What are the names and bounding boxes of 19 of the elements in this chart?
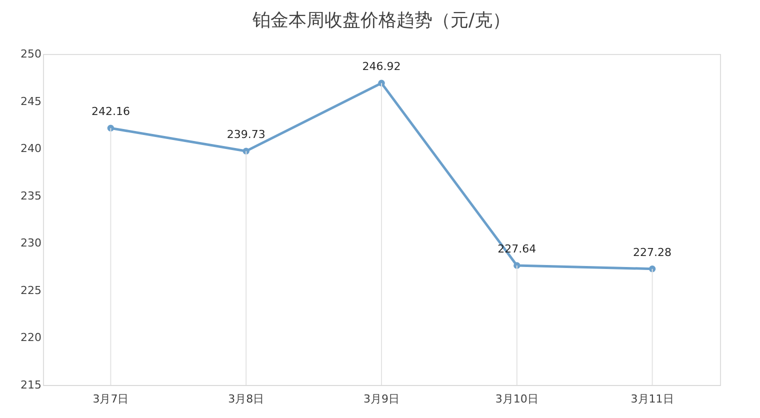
chart-title: 铂金本周收盘价格趋势（元/克）	[251, 10, 511, 31]
y-tick-label: 235	[20, 189, 42, 202]
x-tick-label: 3月10日	[495, 392, 538, 406]
y-tick-label: 245	[20, 94, 42, 108]
y-tick-label: 220	[20, 331, 42, 344]
y-tick-label: 240	[20, 142, 42, 156]
x-tick-label: 3月7日	[92, 392, 129, 406]
y-tick-label: 215	[20, 378, 42, 392]
data-label: 239.73	[226, 128, 266, 142]
data-label: 242.16	[91, 105, 130, 118]
y-tick-label: 250	[20, 48, 42, 60]
data-label: 246.92	[362, 60, 401, 74]
x-tick-label: 3月11日	[630, 392, 674, 406]
x-tick-label: 3月8日	[228, 392, 264, 406]
data-label: 227.28	[633, 246, 672, 259]
y-tick-label: 230	[20, 236, 42, 250]
y-tick-label: 225	[20, 284, 42, 297]
x-tick-label: 3月9日	[364, 392, 400, 406]
point	[648, 266, 656, 272]
